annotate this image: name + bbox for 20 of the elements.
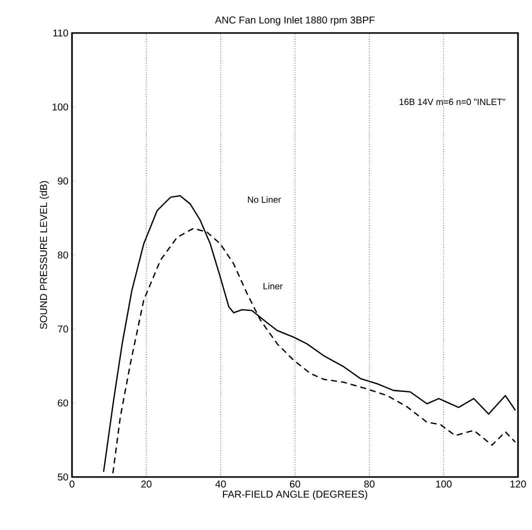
y-tick-label: 60 xyxy=(58,399,68,407)
y-tick-label: 110 xyxy=(53,29,68,37)
y-tick-label: 90 xyxy=(58,177,68,185)
x-tick-label: 80 xyxy=(364,480,374,488)
annotation: No Liner xyxy=(248,196,281,203)
y-tick-label: 80 xyxy=(58,251,68,259)
y-axis-title: SOUND PRESSURE LEVEL (dB) xyxy=(40,181,50,330)
annotation: Liner xyxy=(264,282,283,290)
x-tick-label: 0 xyxy=(70,480,74,488)
x-tick-label: 20 xyxy=(141,480,152,488)
x-tick-label: 100 xyxy=(436,480,452,488)
y-tick-label: 50 xyxy=(58,473,68,481)
x-tick-label: 120 xyxy=(510,480,526,488)
chart-title: ANC Fan Long Inlet 1880 rpm 3BPF xyxy=(214,16,375,26)
x-tick-label: 60 xyxy=(290,480,300,488)
annotation: 16B 14V m=6 n=0 "INLET" xyxy=(400,98,506,106)
y-tick-label: 70 xyxy=(58,325,68,333)
x-tick-label: 40 xyxy=(215,480,226,488)
x-axis-title: FAR-FIELD ANGLE (DEGREES) xyxy=(223,490,368,500)
y-tick-label: 100 xyxy=(52,103,68,111)
